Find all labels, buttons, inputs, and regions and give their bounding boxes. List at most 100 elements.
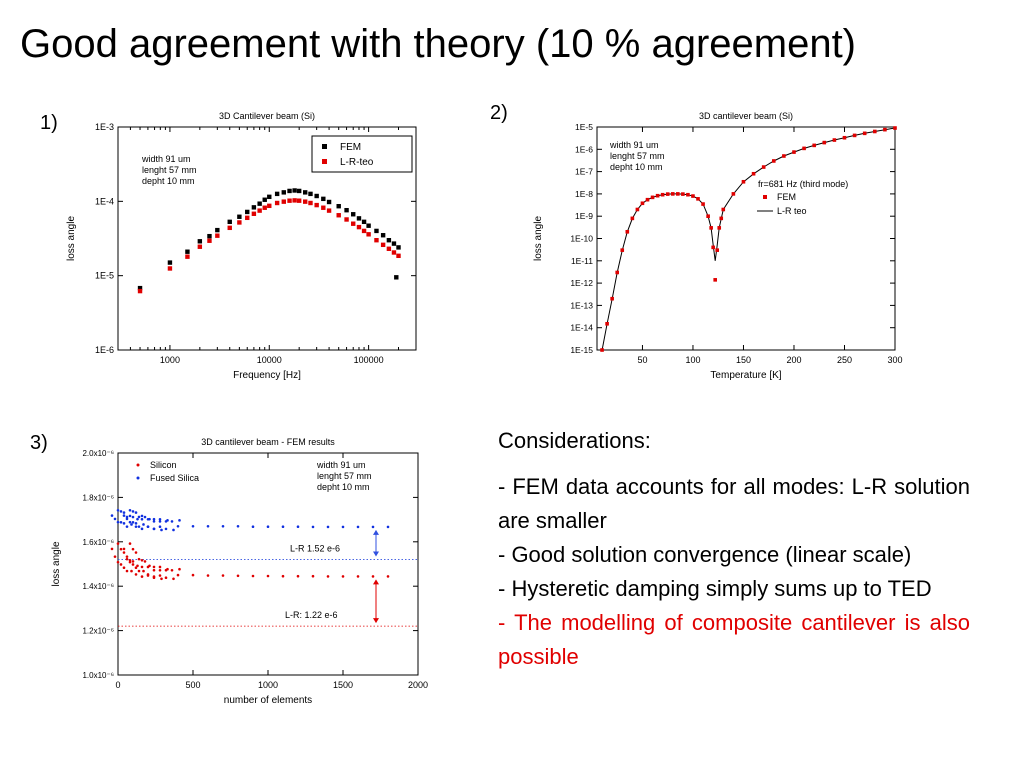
fem-marker (696, 197, 700, 201)
x-tick-label: 1500 (333, 680, 353, 690)
fused-silica-marker (119, 520, 123, 524)
legend-marker (763, 195, 767, 199)
silicon-marker (137, 557, 141, 561)
fused-silica-marker (172, 528, 175, 532)
fem-marker (883, 127, 887, 132)
fem-marker (676, 192, 680, 196)
y-tick-label: 1E-13 (570, 300, 593, 310)
fem-marker (635, 207, 640, 212)
fem-marker (336, 204, 341, 209)
fem-marker (314, 193, 319, 199)
fem-marker (893, 126, 897, 130)
legend-title: fr=681 Hz (third mode) (758, 179, 848, 189)
parameter-annotation: depht 10 mm (610, 162, 663, 172)
fem-marker (842, 135, 847, 140)
lr-teo-marker (281, 199, 286, 204)
fused-silica-marker (266, 525, 270, 529)
fem-marker (751, 171, 756, 176)
silicon-marker (341, 575, 345, 578)
silicon-marker (170, 568, 174, 572)
y-tick-label: 1E-8 (575, 189, 593, 199)
silicon-marker (146, 574, 150, 577)
fused-silica-marker (125, 515, 129, 519)
parameter-annotation: lenght 57 mm (142, 165, 197, 175)
fused-silica-marker (160, 528, 163, 532)
fused-silica-marker (142, 523, 145, 526)
legend-label: Fused Silica (150, 473, 199, 483)
fused-silica-marker (158, 520, 162, 523)
fem-marker (650, 195, 655, 200)
fem-marker (620, 248, 625, 252)
y-tick-label: 1.4x10⁻⁶ (82, 582, 114, 591)
fem-marker (822, 140, 827, 145)
x-tick-label: 2000 (408, 680, 428, 690)
lr-teo-marker (344, 217, 349, 222)
fem-marker (257, 201, 262, 206)
fused-silica-marker (137, 525, 141, 528)
y-tick-label: 1E-3 (95, 122, 114, 132)
legend-label: L-R-teo (340, 157, 374, 168)
fem-marker (731, 192, 736, 196)
silicon-marker (137, 569, 141, 573)
fem-marker (245, 209, 250, 215)
lr-teo-marker (356, 224, 362, 230)
fem-marker (351, 212, 356, 217)
consideration-item: - FEM data accounts for all modes: L-R s… (498, 474, 970, 533)
lr-teo-marker (380, 242, 386, 248)
fem-marker (215, 227, 220, 233)
lr-teo-marker (336, 213, 341, 218)
fem-marker (274, 191, 280, 197)
fem-marker (356, 216, 362, 221)
fem-marker (640, 201, 645, 206)
silicon-marker (110, 547, 114, 551)
fem-marker (709, 226, 713, 230)
fem-marker (292, 188, 297, 193)
y-tick-label: 1.0x10⁻⁶ (82, 671, 114, 680)
fused-silica-marker (140, 514, 144, 518)
parameter-annotation: width 91 um (609, 140, 659, 150)
lr-teo-marker (314, 202, 319, 208)
reference-label: L-R 1.52 e-6 (290, 544, 340, 554)
lr-teo-marker (361, 228, 367, 234)
arrow-head (373, 618, 379, 624)
fused-silica-marker (134, 511, 138, 514)
y-tick-label: 1.2x10⁻⁶ (82, 627, 114, 636)
fem-marker (852, 133, 857, 138)
silicon-marker (119, 563, 123, 566)
fem-marker (782, 154, 786, 158)
silicon-marker (116, 542, 120, 545)
fem-marker (706, 214, 710, 218)
fem-marker (321, 196, 326, 202)
silicon-marker (386, 575, 390, 578)
fused-silica-marker (146, 525, 150, 529)
fem-marker (862, 131, 867, 136)
x-tick-label: 300 (887, 355, 902, 365)
fused-silica-marker (236, 524, 240, 528)
lr-teo-marker (351, 221, 356, 226)
fem-marker (660, 192, 665, 197)
silicon-marker (356, 575, 360, 578)
y-tick-label: 1E-6 (95, 345, 114, 355)
silicon-marker (128, 558, 132, 562)
fem-marker (303, 190, 308, 195)
fem-marker (394, 275, 399, 280)
y-tick-label: 1E-12 (570, 278, 593, 288)
silicon-marker (326, 575, 330, 578)
fem-marker (197, 239, 203, 244)
fem-marker (344, 207, 349, 213)
fused-silica-marker (131, 510, 135, 513)
fem-marker (605, 321, 609, 326)
silicon-marker (113, 555, 117, 558)
reference-label: L-R: 1.22 e-6 (285, 610, 338, 620)
silicon-marker (152, 576, 156, 580)
fused-silica-marker (326, 525, 330, 529)
fused-silica-marker (128, 508, 132, 512)
y-tick-label: 1E-9 (575, 211, 593, 221)
silicon-marker (266, 574, 270, 578)
fused-silica-marker (131, 515, 135, 519)
fused-silica-marker (164, 527, 168, 531)
y-axis-label: loss angle (66, 216, 77, 261)
legend-box (311, 135, 413, 173)
legend-marker (322, 144, 327, 149)
lr-teo-marker (262, 205, 267, 210)
